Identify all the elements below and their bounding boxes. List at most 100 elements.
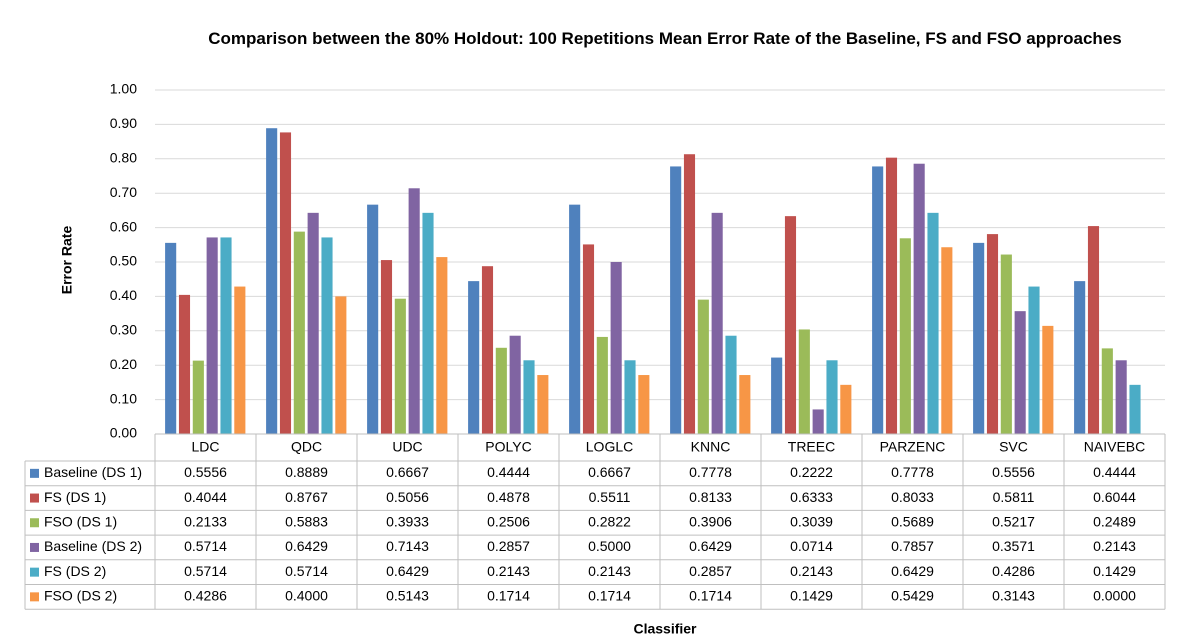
table-value: 0.2133 <box>184 513 227 529</box>
table-value: 0.4044 <box>184 489 227 505</box>
bar <box>509 335 521 434</box>
bar <box>468 281 480 434</box>
table-value: 0.3906 <box>689 513 732 529</box>
bar <box>422 212 434 434</box>
table-value: 0.4878 <box>487 489 530 505</box>
bar <box>279 132 292 434</box>
bar <box>973 242 985 434</box>
bar <box>1028 286 1040 434</box>
y-tick-label: 0.50 <box>110 253 137 269</box>
table-value: 0.2857 <box>689 563 732 579</box>
bar <box>697 299 709 434</box>
chart-title: Comparison between the 80% Holdout: 100 … <box>208 29 1122 48</box>
table-value: 0.5556 <box>184 464 227 480</box>
bar <box>840 384 852 434</box>
table-value: 0.6667 <box>588 464 631 480</box>
table-value: 0.6044 <box>1093 489 1136 505</box>
table-value: 0.0714 <box>790 538 833 554</box>
bar <box>1129 384 1141 434</box>
table-value: 0.2489 <box>1093 513 1136 529</box>
bar <box>739 375 751 434</box>
table-value: 0.6333 <box>790 489 833 505</box>
table-value: 0.5143 <box>386 588 429 604</box>
table-value: 0.2143 <box>1093 538 1136 554</box>
y-tick-label: 0.00 <box>110 425 137 441</box>
table-value: 0.4444 <box>487 464 530 480</box>
table-value: 0.5556 <box>992 464 1035 480</box>
table-value: 0.8767 <box>285 489 328 505</box>
bar <box>624 360 636 434</box>
table-value: 0.2143 <box>487 563 530 579</box>
legend-label: FS (DS 2) <box>44 563 106 579</box>
legend-swatch <box>30 542 39 552</box>
y-tick-label: 0.10 <box>110 390 137 406</box>
x-tick-label: POLYC <box>485 439 531 455</box>
table-value: 0.3039 <box>790 513 833 529</box>
x-tick-label: KNNC <box>691 439 731 455</box>
table-value: 0.7857 <box>891 538 934 554</box>
bar <box>711 212 723 434</box>
bar <box>913 163 925 435</box>
bar <box>1042 325 1054 434</box>
bar <box>220 237 232 434</box>
table-value: 0.5511 <box>589 489 631 505</box>
table-value: 0.5883 <box>285 513 328 529</box>
bar <box>495 347 507 434</box>
y-tick-label: 0.60 <box>110 218 137 234</box>
table-value: 0.8889 <box>285 464 328 480</box>
table-value: 0.5689 <box>891 513 934 529</box>
legend-swatch <box>30 468 39 478</box>
x-axis-label: Classifier <box>633 621 697 637</box>
y-axis-label: Error Rate <box>59 226 75 295</box>
table-value: 0.5429 <box>891 588 934 604</box>
bar <box>771 357 783 434</box>
table-value: 0.5000 <box>588 538 631 554</box>
bar <box>266 128 278 435</box>
bar <box>596 336 608 434</box>
bar <box>394 298 406 434</box>
table-value: 0.2857 <box>487 538 530 554</box>
table-value: 0.6667 <box>386 464 429 480</box>
table-value: 0.0000 <box>1093 588 1136 604</box>
table-value: 0.4444 <box>1093 464 1136 480</box>
legend-label: Baseline (DS 2) <box>44 538 142 554</box>
bar <box>1087 226 1100 434</box>
bar <box>523 360 535 434</box>
bar <box>927 212 939 434</box>
bar <box>885 157 898 434</box>
bar <box>1115 360 1127 434</box>
bar <box>335 296 347 434</box>
table-value: 0.3143 <box>992 588 1035 604</box>
bar <box>826 360 838 434</box>
table-value: 0.5217 <box>992 513 1035 529</box>
bar <box>436 257 448 434</box>
bar <box>941 247 953 434</box>
bar <box>899 238 911 434</box>
table-value: 0.7778 <box>689 464 732 480</box>
table-value: 0.3933 <box>386 513 429 529</box>
table-value: 0.7143 <box>386 538 429 554</box>
bar <box>610 262 622 434</box>
y-tick-label: 0.30 <box>110 322 137 338</box>
table-value: 0.6429 <box>891 563 934 579</box>
table-value: 0.2143 <box>588 563 631 579</box>
table-value: 0.3571 <box>992 538 1035 554</box>
table-value: 0.4286 <box>184 588 227 604</box>
table-value: 0.2143 <box>790 563 833 579</box>
bar <box>725 335 737 434</box>
legend-swatch <box>30 567 39 577</box>
table-value: 0.1714 <box>487 588 530 604</box>
legend-swatch <box>30 518 39 528</box>
table-value: 0.5714 <box>285 563 328 579</box>
bar <box>986 234 999 434</box>
x-tick-label: LOGLC <box>586 439 633 455</box>
table-value: 0.4286 <box>992 563 1035 579</box>
bar <box>178 294 191 434</box>
bar <box>582 244 595 434</box>
bar <box>798 329 810 434</box>
table-value: 0.5714 <box>184 563 227 579</box>
legend-label: FS (DS 1) <box>44 489 106 505</box>
y-tick-label: 0.40 <box>110 287 137 303</box>
table-value: 0.6429 <box>285 538 328 554</box>
